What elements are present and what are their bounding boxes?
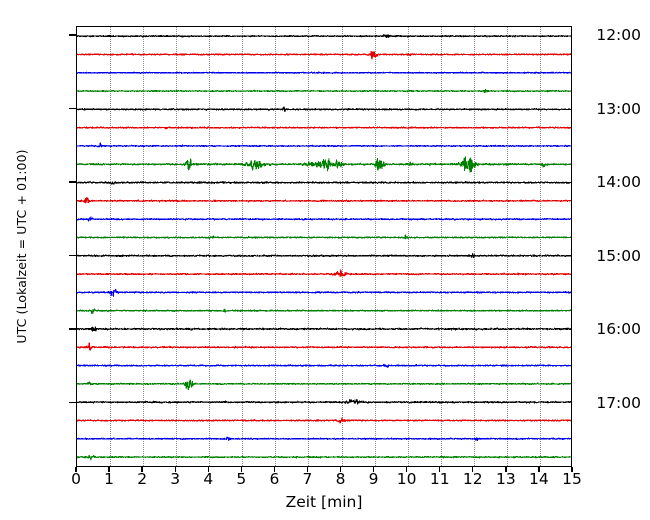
x-tick-label: 12: [462, 470, 483, 488]
x-tick-mark: [174, 467, 176, 472]
seismogram-trace: [77, 363, 571, 368]
y-tick-mark: [69, 34, 76, 36]
x-tick-mark: [339, 467, 342, 472]
x-tick-mark: [505, 467, 507, 472]
seismogram-trace: [77, 216, 571, 222]
seismogram-trace: [77, 180, 571, 185]
seismogram-trace: [77, 342, 571, 351]
x-tick-mark: [108, 467, 110, 472]
vertical-gridline: [473, 27, 476, 466]
x-tick-label: 0: [71, 470, 81, 488]
x-tick-mark: [406, 467, 408, 472]
vertical-gridline: [407, 27, 410, 466]
vertical-gridline: [275, 27, 277, 466]
vertical-gridline: [341, 27, 344, 466]
seismogram-traces: [77, 34, 571, 461]
y-tick-label: 17:00: [596, 393, 641, 412]
seismogram-trace: [77, 196, 571, 204]
x-tick-mark: [372, 467, 375, 472]
seismogram-trace: [77, 308, 571, 314]
x-tick-label: 6: [269, 470, 280, 488]
x-tick-mark: [75, 467, 77, 472]
seismogram-trace: [77, 454, 571, 461]
x-tick-label: 11: [429, 470, 450, 488]
x-tick-label: 8: [335, 470, 346, 488]
x-axis-label: Zeit [min]: [285, 493, 363, 511]
x-tick-mark: [240, 467, 242, 472]
seismogram-trace: [77, 50, 571, 60]
y-tick-label: 15:00: [596, 246, 641, 265]
vertical-gridline: [506, 27, 509, 466]
x-tick-label: 10: [396, 470, 417, 488]
y-tick-label: 13:00: [596, 99, 641, 118]
x-tick-mark: [207, 467, 209, 472]
x-tick-label: 3: [170, 470, 181, 488]
x-tick-mark: [439, 467, 441, 472]
seismogram-trace: [77, 234, 571, 240]
seismogram-trace: [77, 326, 571, 332]
seismogram-trace: [77, 126, 571, 130]
seismogram-trace: [77, 106, 571, 113]
seismogram-trace: [77, 289, 571, 297]
y-tick-mark: [69, 328, 76, 330]
x-tick-mark: [141, 467, 143, 472]
grid-lines: [77, 27, 571, 466]
y-tick-mark: [69, 107, 76, 110]
vertical-gridline: [440, 27, 443, 466]
x-tick-label: 15: [562, 470, 582, 488]
vertical-gridline: [143, 27, 145, 466]
seismogram-trace: [77, 34, 571, 39]
seismogram-trace: [77, 89, 571, 94]
seismogram-trace: [77, 417, 571, 424]
seismogram-trace: [77, 156, 571, 173]
seismogram-trace: [77, 379, 571, 390]
x-tick-label: 2: [137, 470, 148, 488]
seismogram-trace: [77, 436, 571, 441]
vertical-gridline: [308, 27, 310, 466]
plot-area: [76, 26, 572, 467]
y-tick-mark: [69, 254, 76, 257]
x-tick-label: 1: [104, 470, 114, 488]
vertical-gridline: [209, 27, 211, 466]
y-tick-mark: [69, 401, 76, 404]
vertical-gridline: [176, 27, 178, 466]
x-tick-mark: [306, 467, 309, 472]
seismogram-trace: [77, 253, 571, 259]
y-tick-mark: [69, 181, 76, 183]
vertical-gridline: [539, 27, 542, 466]
x-tick-mark: [538, 467, 540, 472]
seismogram-trace: [77, 142, 571, 148]
x-tick-label: 4: [203, 470, 214, 488]
y-tick-label: 12:00: [596, 26, 641, 45]
seismogram-trace: [77, 269, 571, 278]
vertical-gridline: [242, 27, 244, 466]
x-tick-mark: [472, 467, 474, 472]
vertical-gridline: [374, 27, 377, 466]
x-tick-label: 9: [368, 470, 379, 488]
vertical-gridline: [110, 27, 112, 466]
seismogram-trace: [77, 398, 571, 405]
y-axis-label: UTC (Lokalzeit = UTC + 01:00): [14, 149, 29, 344]
x-tick-mark: [571, 467, 573, 472]
seismogram-trace: [77, 71, 571, 75]
x-tick-label: 5: [236, 470, 247, 488]
x-tick-label: 14: [529, 470, 549, 488]
x-tick-label: 13: [495, 470, 516, 488]
x-tick-mark: [273, 467, 276, 472]
y-tick-label: 16:00: [596, 320, 641, 339]
x-tick-label: 7: [302, 470, 313, 488]
y-tick-label: 14:00: [596, 173, 641, 192]
